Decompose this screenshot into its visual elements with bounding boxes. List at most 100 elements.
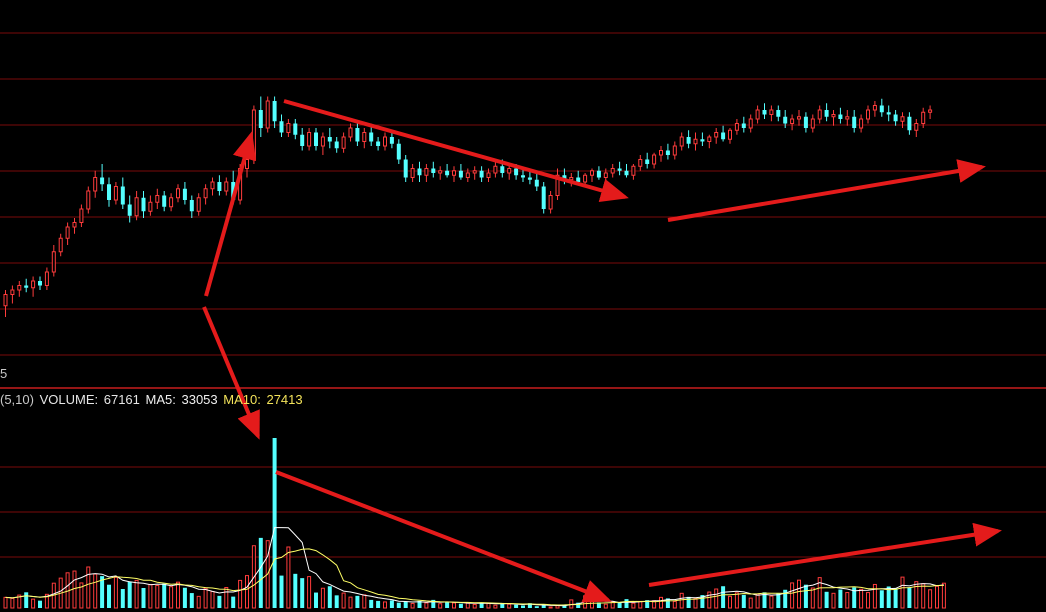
volume-bar-up (693, 597, 698, 609)
candle-down (776, 110, 781, 117)
volume-bar-down (893, 588, 898, 608)
candle-up (714, 132, 719, 138)
volume-bar-up (921, 583, 926, 609)
candle-up (810, 118, 815, 129)
volume-bar-up (790, 582, 795, 609)
volume-bar-up (928, 589, 933, 609)
candle-up (603, 172, 608, 178)
volume-bar-up (224, 586, 229, 609)
volume-bar-up (769, 595, 774, 609)
volume-bar-down (314, 592, 318, 608)
ma10-line (5, 548, 944, 606)
volume-bar-up (631, 602, 636, 609)
volume-bar-up (72, 570, 77, 609)
candle-down (389, 137, 394, 144)
volume-bar-down (645, 600, 650, 608)
volume-bar-up (134, 579, 139, 609)
candle-up (728, 129, 732, 140)
volume-bar-down (182, 587, 187, 608)
candle-up (58, 237, 63, 253)
volume-bar-up (320, 587, 325, 609)
volume-bar-up (672, 600, 677, 609)
candle-down (783, 116, 788, 124)
volume-bar-down (617, 602, 622, 608)
candle-up (866, 109, 870, 120)
candle-up (134, 197, 139, 217)
annotation-arrow (275, 470, 612, 603)
candle-up (86, 190, 91, 210)
ma10-value: 27413 (266, 392, 303, 407)
price-axis-label: 5 (0, 366, 8, 381)
candle-down (258, 110, 263, 128)
volume-bar-up (831, 592, 836, 609)
candle-up (734, 123, 739, 131)
candle-down (576, 177, 581, 182)
volume-bar-down (389, 600, 394, 608)
volume-bar-up (797, 579, 801, 609)
candle-up (452, 170, 456, 176)
candle-down (741, 123, 746, 128)
candle-up (93, 177, 98, 192)
candle-down (534, 179, 539, 187)
volume-bar-up (424, 602, 429, 609)
volume-bar-down (527, 603, 532, 608)
candle-up (3, 294, 8, 307)
candle-up (610, 168, 615, 174)
volume-bar-down (838, 589, 843, 608)
volume-bar-up (31, 598, 36, 609)
candle-up (845, 116, 850, 120)
volume-bar-up (438, 603, 443, 609)
volume-bar-up (155, 584, 160, 609)
volume-bar-up (610, 601, 615, 609)
candle-down (279, 121, 284, 133)
candle-down (272, 101, 277, 122)
volume-bars (3, 438, 946, 609)
annotation-arrows (202, 99, 1002, 603)
volume-bar-down (107, 584, 111, 608)
ma5-value: 33053 (181, 392, 218, 407)
candle-up (748, 118, 753, 129)
volume-bar-up (210, 591, 215, 609)
volume-bar-down (576, 602, 581, 608)
annotation-arrow (667, 159, 986, 222)
candle-up (245, 159, 249, 169)
candle-up (631, 165, 636, 176)
candle-down (838, 114, 843, 119)
candle-up (755, 109, 760, 120)
volume-bar-up (755, 593, 760, 609)
ma5-line (5, 527, 944, 607)
candle-down (721, 132, 726, 140)
volume-bar-up (810, 587, 815, 609)
volume-bar-up (383, 601, 387, 609)
candle-down (479, 170, 484, 178)
candle-up (44, 271, 49, 286)
volume-bar-down (231, 596, 236, 608)
volume-bar-down (141, 588, 146, 608)
volume-bar-up (935, 585, 939, 609)
volume-bar-up (79, 582, 84, 609)
candle-up (265, 100, 270, 129)
volume-bar-up (714, 588, 719, 609)
candle-up (286, 123, 291, 133)
candle-up (10, 289, 15, 295)
volume-bar-down (562, 604, 567, 608)
candle-up (362, 132, 367, 142)
volume-bar-down (431, 599, 436, 608)
candle-down (541, 186, 546, 209)
volume-bar-down (721, 586, 726, 608)
candle-down (300, 134, 305, 146)
candle-down (369, 132, 374, 142)
candle-up (65, 226, 70, 239)
volume-bar-up (638, 600, 643, 609)
volume-bar-up (507, 603, 512, 609)
volume-bar-up (707, 591, 712, 609)
volume-bar-down (479, 602, 484, 608)
volume-bar-down (534, 606, 539, 608)
volume-bar-up (493, 604, 498, 609)
candle-up (17, 285, 22, 291)
volume-bar-down (521, 605, 525, 608)
candle-down (458, 170, 463, 178)
candle-up (928, 109, 933, 113)
candle-up (693, 138, 698, 145)
volume-bar-down (38, 600, 42, 608)
